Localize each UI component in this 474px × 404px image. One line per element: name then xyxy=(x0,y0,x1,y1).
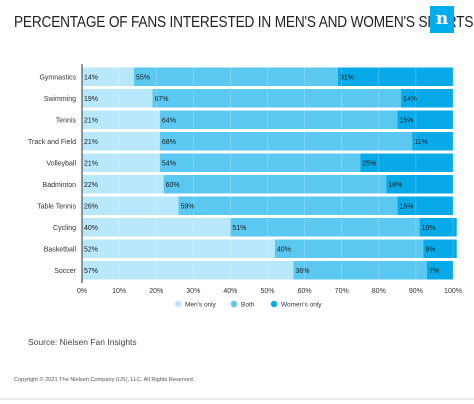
bar-value-label: 59% xyxy=(180,203,194,210)
legend-swatch xyxy=(270,300,278,308)
bar-segment xyxy=(82,175,164,194)
bar-segment xyxy=(82,196,179,215)
x-tick-label: 30% xyxy=(186,288,200,295)
category-label: Table Tennis xyxy=(37,203,76,210)
bar-value-label: 15% xyxy=(399,203,413,210)
bar-value-label: 26% xyxy=(84,203,98,210)
bar-segment xyxy=(159,132,413,151)
category-label: Badminton xyxy=(43,182,77,189)
bar-value-label: 51% xyxy=(232,225,246,232)
bar-segment xyxy=(274,239,424,258)
nielsen-logo: n xyxy=(430,6,454,33)
legend-label: Both xyxy=(241,302,255,309)
bottom-divider xyxy=(0,398,474,400)
category-label: Swimming xyxy=(44,96,76,103)
bar-value-label: 25% xyxy=(362,160,376,167)
bar-segment xyxy=(82,110,160,129)
bar-value-label: 15% xyxy=(399,117,413,124)
bar-value-label: 21% xyxy=(84,117,98,124)
bar-value-label: 52% xyxy=(84,246,98,253)
bar-segment xyxy=(82,89,153,108)
category-label: Tennis xyxy=(56,117,77,124)
copyright-note: Copyright © 2021 The Nielsen Company (US… xyxy=(14,377,195,383)
nielsen-logo-glyph: n xyxy=(435,9,449,29)
bar-segment xyxy=(82,239,275,258)
bar-segment xyxy=(337,67,453,86)
bar-value-label: 22% xyxy=(84,182,98,189)
bar-segment xyxy=(163,175,387,194)
bar-value-label: 55% xyxy=(136,74,150,81)
bar-value-label: 21% xyxy=(84,139,98,146)
x-tick-label: 40% xyxy=(223,288,237,295)
bar-value-label: 67% xyxy=(154,96,168,103)
bar-value-label: 21% xyxy=(84,160,98,167)
bar-value-label: 10% xyxy=(422,225,436,232)
x-tick-label: 80% xyxy=(372,288,386,295)
legend-swatch xyxy=(230,300,238,308)
chart-title: PERCENTAGE OF FANS INTERESTED IN MEN'S A… xyxy=(14,14,474,31)
legend-label: Women's only xyxy=(281,302,322,309)
bar-segment xyxy=(159,153,361,172)
bar-segment xyxy=(397,110,453,129)
bar-segment xyxy=(401,89,453,108)
bar-value-label: 7% xyxy=(429,268,439,275)
x-tick-label: 50% xyxy=(260,288,274,295)
category-label: Gymnastics xyxy=(39,74,76,81)
legend-swatch xyxy=(174,300,182,308)
source-note: Source: Nielsen Fan Insights xyxy=(28,337,137,347)
bar-segment xyxy=(82,218,231,237)
bar-segment xyxy=(427,261,453,280)
bar-segment xyxy=(397,196,453,215)
x-tick-label: 10% xyxy=(112,288,126,295)
bar-segment xyxy=(82,132,160,151)
bar-segment xyxy=(82,153,160,172)
bar-segment xyxy=(293,261,428,280)
bar-value-label: 60% xyxy=(166,182,180,189)
bar-segment xyxy=(412,132,453,151)
x-tick-label: 90% xyxy=(409,288,423,295)
bar-value-label: 54% xyxy=(162,160,176,167)
x-tick-label: 70% xyxy=(335,288,349,295)
bar-value-label: 68% xyxy=(162,139,176,146)
bar-value-label: 40% xyxy=(84,225,98,232)
bar-segment xyxy=(419,218,457,237)
bar-segment xyxy=(360,153,453,172)
bar-segment xyxy=(159,110,398,129)
category-label: Soccer xyxy=(54,268,76,275)
category-label: Cycling xyxy=(53,225,76,232)
bar-value-label: 14% xyxy=(84,74,98,81)
x-tick-label: 0% xyxy=(77,288,87,295)
x-tick-label: 100% xyxy=(444,288,462,295)
bar-segment xyxy=(423,239,457,258)
bar-value-label: 31% xyxy=(340,74,354,81)
bar-segment xyxy=(133,67,338,86)
x-tick-label: 60% xyxy=(298,288,312,295)
bar-segment xyxy=(82,67,134,86)
bar-value-label: 9% xyxy=(425,246,435,253)
bar-segment xyxy=(230,218,420,237)
bar-value-label: 57% xyxy=(84,268,98,275)
bar-value-label: 19% xyxy=(84,96,98,103)
category-label: Volleyball xyxy=(46,160,76,167)
bar-segment xyxy=(386,175,453,194)
category-label: Track and Field xyxy=(28,139,76,146)
bar-value-label: 18% xyxy=(388,182,402,189)
bar-value-label: 64% xyxy=(162,117,176,124)
bar-segment xyxy=(82,261,294,280)
bar-segment xyxy=(178,196,398,215)
bar-segment xyxy=(152,89,402,108)
x-tick-label: 20% xyxy=(149,288,163,295)
bar-value-label: 14% xyxy=(403,96,417,103)
bar-value-label: 11% xyxy=(414,139,428,146)
bar-value-label: 40% xyxy=(277,246,291,253)
category-label: Basketball xyxy=(44,246,77,253)
legend-label: Men's only xyxy=(185,302,217,309)
bar-value-label: 36% xyxy=(295,268,309,275)
